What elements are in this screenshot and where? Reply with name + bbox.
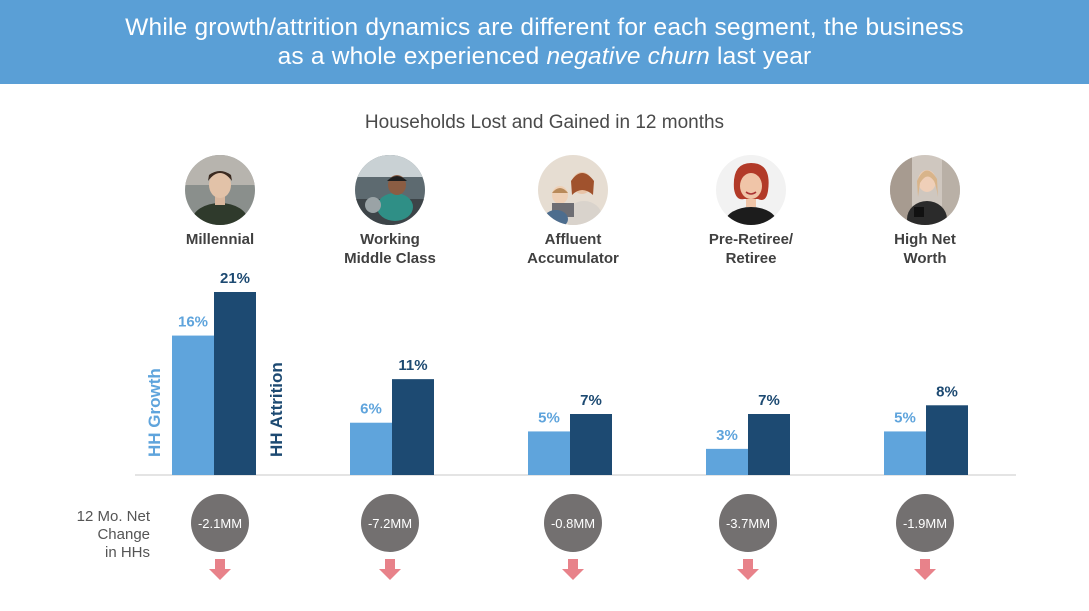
growth-value-label-3: 3% [716, 427, 738, 444]
header-banner: While growth/attrition dynamics are diff… [0, 0, 1089, 84]
net-change-pre-retiree: -3.7MM [719, 494, 777, 552]
net-change-working-middle-class: -7.2MM [361, 494, 419, 552]
woman-smiling-photo [716, 155, 786, 225]
segment-label-pre-retiree: Pre-Retiree/ Retiree [681, 230, 821, 268]
segment-label-line: Worth [903, 250, 947, 267]
attrition-bar-2 [570, 414, 612, 475]
segment-label-line: Pre-Retiree/ [708, 231, 794, 248]
title-text-b: last year [716, 43, 812, 70]
net-change-label-line: in HHs [104, 544, 150, 561]
growth-bar-4 [884, 431, 926, 475]
title-line-2: as a whole experienced negative churn la… [125, 42, 964, 71]
growth-bar-3 [706, 448, 748, 475]
page-title: While growth/attrition dynamics are diff… [125, 13, 964, 71]
growth-value-label-4: 5% [894, 409, 916, 426]
segment-label-line: Accumulator [527, 250, 619, 267]
down-arrow-icon [562, 559, 584, 580]
net-change-label-line: 12 Mo. Net [76, 508, 150, 525]
down-arrow-icon [737, 559, 759, 580]
growth-value-label-2: 5% [538, 409, 560, 426]
down-arrow-icon [379, 559, 401, 580]
legend-attrition: HH Attrition [267, 362, 286, 457]
segment-label-line: Millennial [185, 231, 255, 248]
growth-value-label-1: 6% [360, 401, 382, 418]
down-arrow-icon [914, 559, 936, 580]
attrition-value-label-4: 8% [936, 383, 958, 400]
legend-growth: HH Growth [145, 368, 164, 457]
attrition-value-label-2: 7% [580, 392, 602, 409]
chart-title: Households Lost and Gained in 12 months [364, 112, 725, 133]
segment-label-line: Retiree [725, 250, 777, 267]
attrition-bar-3 [748, 414, 790, 475]
segment-label-high-net-worth: High Net Worth [855, 230, 995, 268]
title-line-1: While growth/attrition dynamics are diff… [125, 14, 964, 41]
attrition-bar-4 [926, 405, 968, 475]
family-photo [538, 155, 608, 225]
net-change-millennial: -2.1MM [191, 494, 249, 552]
segment-label-line: High Net [894, 231, 956, 248]
growth-bar-0 [172, 335, 214, 475]
segment-label-line: Affluent [544, 231, 602, 248]
segment-label-working-middle-class: Working Middle Class [320, 230, 460, 268]
net-change-label-line: Change [97, 526, 150, 543]
attrition-value-label-3: 7% [758, 392, 780, 409]
net-change-label: 12 Mo. Net Change in HHs [40, 508, 150, 562]
segment-label-affluent-accumulator: Affluent Accumulator [503, 230, 643, 268]
attrition-bar-1 [392, 379, 434, 475]
title-text-a: as a whole experienced [277, 43, 540, 70]
growth-value-label-0: 16% [178, 314, 208, 331]
segment-label-millennial: Millennial [150, 230, 290, 249]
growth-bar-1 [350, 422, 392, 475]
mechanic-photo [355, 155, 425, 225]
attrition-value-label-0: 21% [220, 270, 250, 287]
segment-label-line: Middle Class [344, 250, 436, 267]
segment-label-line: Working [360, 231, 420, 248]
title-emphasis: negative churn [546, 43, 710, 70]
net-change-affluent-accumulator: -0.8MM [544, 494, 602, 552]
down-arrow-icon [209, 559, 231, 580]
attrition-value-label-1: 11% [398, 357, 427, 374]
growth-bar-2 [528, 431, 570, 475]
net-change-high-net-worth: -1.9MM [896, 494, 954, 552]
attrition-bar-0 [214, 292, 256, 475]
businesswoman-photo [890, 155, 960, 225]
